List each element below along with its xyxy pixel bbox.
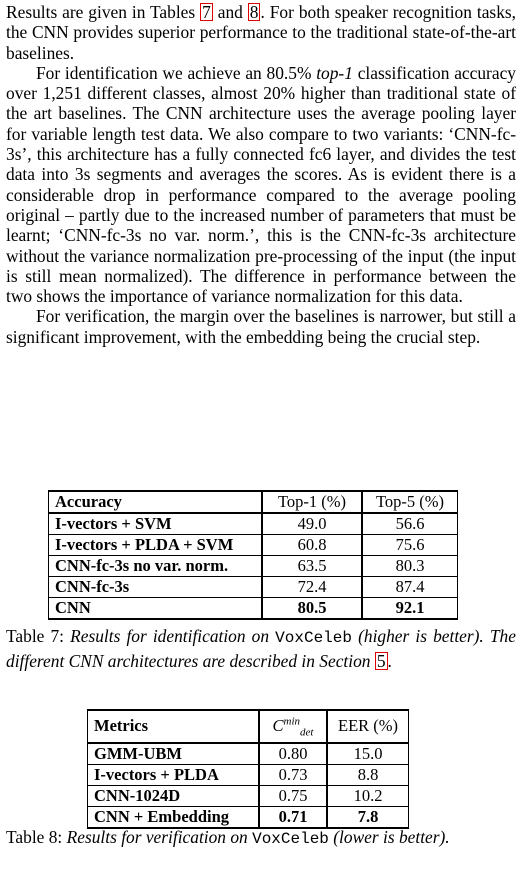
row-label: CNN — [48, 597, 263, 620]
cdet-symbol: Cmindet — [272, 715, 314, 738]
cdet-base: C — [272, 715, 284, 735]
header-cell: Metrics — [87, 709, 260, 744]
caption-label: Table 7: — [6, 626, 71, 646]
row-label: CNN-1024D — [87, 784, 260, 807]
paragraph-1: Results are given in Tables 7 and 8. For… — [6, 2, 516, 63]
caption-text: (lower is better). — [328, 827, 450, 847]
header-cell-cdet: Cmindet — [258, 709, 328, 744]
paragraph-3: For verification, the margin over the ba… — [6, 306, 516, 347]
cdet-superscript: min — [283, 715, 301, 727]
table-row: I-vectors + PLDA + SVM 60.8 75.6 — [48, 534, 458, 556]
text-run: classification accuracy over 1,251 diffe… — [6, 62, 516, 307]
table-row: I-vectors + SVM 49.0 56.6 — [48, 512, 458, 535]
cell-value: 60.8 — [261, 534, 363, 556]
cell-value: 0.80 — [258, 742, 328, 765]
table-8: Metrics Cmindet EER (%) GMM-UBM 0.80 15.… — [87, 709, 409, 829]
cell-value: 8.8 — [326, 763, 409, 786]
text-run: and — [212, 2, 248, 22]
row-label: CNN + Embedding — [87, 805, 260, 829]
caption-text: Results for identification on — [70, 626, 276, 646]
caption-text: Results for verification on — [66, 827, 253, 847]
row-label: CNN-fc-3s — [48, 576, 263, 598]
row-label: I-vectors + PLDA + SVM — [48, 534, 263, 556]
header-cell: Accuracy — [48, 490, 263, 514]
cell-value: 15.0 — [326, 742, 409, 765]
row-label: GMM-UBM — [87, 742, 260, 765]
text-run: . For both speaker recognition tasks, th… — [6, 2, 516, 63]
header-cell: Top-5 (%) — [361, 490, 458, 514]
table-row: CNN 80.5 92.1 — [48, 597, 458, 620]
table-7-caption: Table 7: Results for identification on V… — [6, 625, 516, 673]
caption-text: (higher is better). The different CNN ar… — [6, 626, 516, 671]
table-row: I-vectors + PLDA 0.73 8.8 — [87, 763, 409, 786]
caption-text: . — [387, 651, 392, 671]
row-label: I-vectors + PLDA — [87, 763, 260, 786]
row-label: I-vectors + SVM — [48, 512, 263, 535]
cell-value: 87.4 — [361, 576, 458, 598]
table-row: CNN-fc-3s 72.4 87.4 — [48, 576, 458, 598]
text-run: Results are given in Tables — [6, 2, 201, 22]
body-text: Results are given in Tables 7 and 8. For… — [6, 2, 516, 347]
cell-value: 0.73 — [258, 763, 328, 786]
table-8-caption: Table 8: Results for verification on Vox… — [6, 826, 516, 851]
cell-value: 56.6 — [361, 512, 458, 535]
cell-value: 72.4 — [261, 576, 363, 598]
cell-value: 63.5 — [261, 555, 363, 577]
dataset-name: VoxCeleb — [275, 629, 352, 647]
row-label: CNN-fc-3s no var. norm. — [48, 555, 263, 577]
cell-value: 80.5 — [261, 597, 363, 620]
header-cell: EER (%) — [326, 709, 409, 744]
cell-value: 0.75 — [258, 784, 328, 807]
cell-value: 75.6 — [361, 534, 458, 556]
table-8-link[interactable]: 8 — [247, 2, 261, 22]
paragraph-2: For identification we achieve an 80.5% t… — [6, 63, 516, 307]
cell-value: 0.71 — [258, 805, 328, 829]
cell-value: 80.3 — [361, 555, 458, 577]
emphasis-text: top-1 — [316, 62, 353, 83]
cell-value: 10.2 — [326, 784, 409, 807]
table-7: Accuracy Top-1 (%) Top-5 (%) I-vectors +… — [48, 490, 458, 620]
cdet-subscript: det — [300, 725, 314, 738]
table-row: GMM-UBM 0.80 15.0 — [87, 742, 409, 765]
table-row: CNN-1024D 0.75 10.2 — [87, 784, 409, 807]
table-7-link[interactable]: 7 — [200, 2, 213, 22]
cell-value: 7.8 — [326, 805, 409, 829]
section-5-link[interactable]: 5 — [374, 651, 388, 671]
dataset-name: VoxCeleb — [252, 830, 329, 848]
caption-label: Table 8: — [6, 827, 67, 847]
header-cell: Top-1 (%) — [261, 490, 363, 514]
cell-value: 92.1 — [361, 597, 458, 620]
table-row: CNN + Embedding 0.71 7.8 — [87, 805, 409, 829]
text-run: For identification we achieve an 80.5% — [36, 62, 317, 83]
cell-value: 49.0 — [261, 512, 363, 535]
table-row: CNN-fc-3s no var. norm. 63.5 80.3 — [48, 555, 458, 577]
